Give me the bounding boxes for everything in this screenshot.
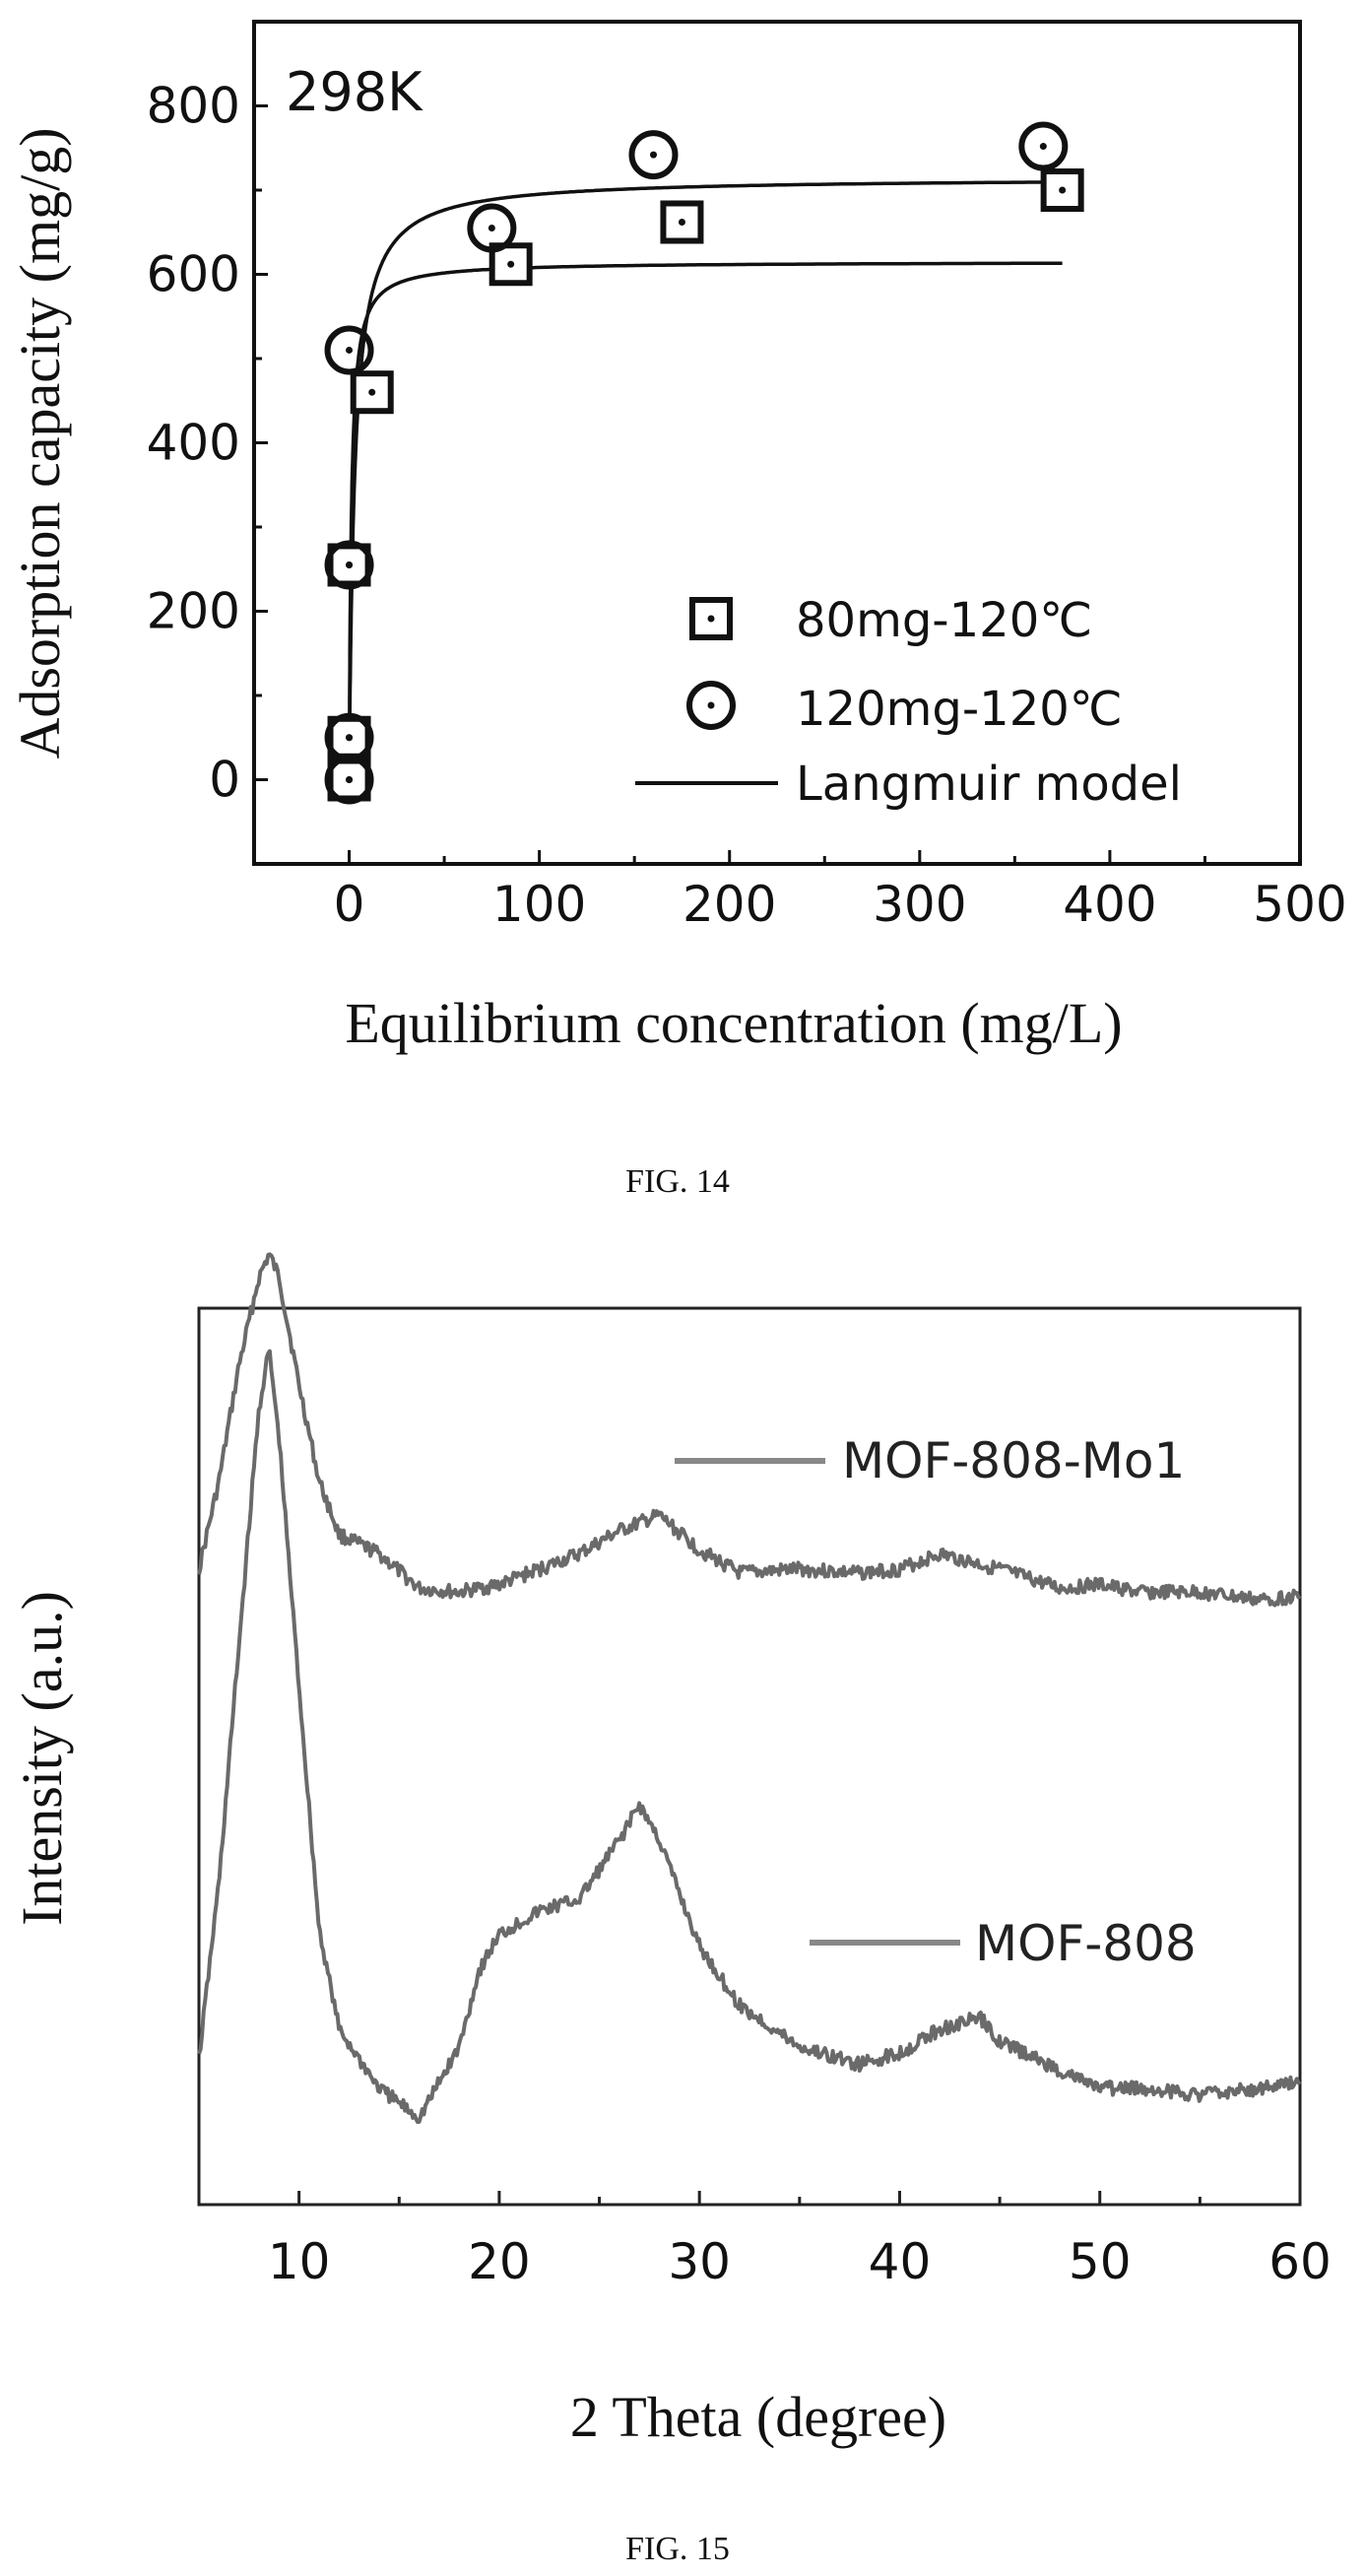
fig14-x-ticks: 0 100 200 300 400 500: [334, 850, 1347, 933]
y-tick-label: 400: [147, 415, 240, 472]
circle-data-point: [628, 130, 679, 180]
circle-data-point: [324, 712, 374, 762]
fig15-series-lines: [197, 1252, 1302, 2125]
circle-data-point: [467, 203, 517, 253]
square-data-point: [350, 370, 394, 415]
fig15-caption: FIG. 15: [625, 2531, 730, 2567]
x-tick-label: 50: [1069, 2233, 1132, 2290]
x-tick-label: 30: [668, 2233, 731, 2290]
square-data-point: [1040, 168, 1084, 212]
x-tick-label: 300: [873, 876, 966, 933]
legend-label-mof808: MOF-808: [975, 1915, 1197, 1972]
fig15-chart: 10 20 30 40 50 60 MOF-808-Mo1 MOF-808 Intensi…: [10, 1252, 1332, 2567]
fig15-plot-frame: [197, 1306, 1302, 2207]
xrd-pattern-1: [197, 1252, 1302, 1608]
square-data-point: [660, 200, 704, 244]
fig14-x-axis-label: Equilibrium concentration (mg/L): [345, 991, 1122, 1055]
fig14-chart: 0 100 200 300 400 500 0 200 400 600 800 298K 80mg…: [8, 20, 1347, 1200]
x-tick-label: 10: [268, 2233, 331, 2290]
circle-data-point: [1018, 121, 1069, 171]
x-tick-label: 200: [683, 876, 776, 933]
legend-label-mof808-mo1: MOF-808-Mo1: [842, 1432, 1185, 1489]
x-tick-label: 0: [334, 876, 365, 933]
fig14-annotation: 298K: [286, 61, 423, 123]
x-tick-label: 40: [869, 2233, 932, 2290]
x-tick-label: 60: [1268, 2233, 1332, 2290]
xrd-pattern-2: [197, 1349, 1302, 2125]
y-tick-label: 600: [147, 246, 240, 303]
fig14-legend: 80mg-120℃ 120mg-120℃ Langmuir model: [635, 593, 1182, 812]
fig15-legend-mo1: MOF-808-Mo1: [675, 1432, 1185, 1489]
fig14-plot-frame: [252, 20, 1302, 866]
x-tick-label: 100: [492, 876, 586, 933]
legend-circle-symbol: [686, 681, 736, 730]
fig15-x-axis-label: 2 Theta (degree): [570, 2385, 946, 2449]
fig15-x-ticks: 10 20 30 40 50 60: [197, 2191, 1332, 2290]
legend-square-symbol: [689, 597, 733, 640]
fig14-y-ticks: 0 200 400 600 800: [147, 20, 268, 809]
legend-series-3-label: Langmuir model: [796, 757, 1182, 812]
fig15-y-axis-label: Intensity (a.u.): [10, 1591, 74, 1926]
fig14-y-axis-label: Adsorption capacity (mg/g): [8, 127, 72, 759]
langmuir-curve-2: [347, 180, 1063, 780]
circle-data-point: [324, 325, 374, 375]
circle-data-point: [324, 540, 374, 590]
y-tick-label: 200: [147, 583, 240, 640]
x-tick-label: 500: [1253, 876, 1346, 933]
y-tick-label: 0: [209, 752, 240, 809]
legend-square-marker: [689, 597, 733, 640]
legend-circle-marker: [686, 681, 736, 730]
fig14-caption: FIG. 14: [625, 1163, 730, 1200]
fig15-legend-mof808: MOF-808: [810, 1915, 1197, 1972]
x-tick-label: 20: [468, 2233, 531, 2290]
legend-series-1-label: 80mg-120℃: [796, 593, 1092, 648]
x-tick-label: 400: [1063, 876, 1156, 933]
legend-series-2-label: 120mg-120℃: [796, 682, 1123, 737]
fig14-data-points: [324, 121, 1084, 805]
y-tick-label: 800: [147, 78, 240, 135]
